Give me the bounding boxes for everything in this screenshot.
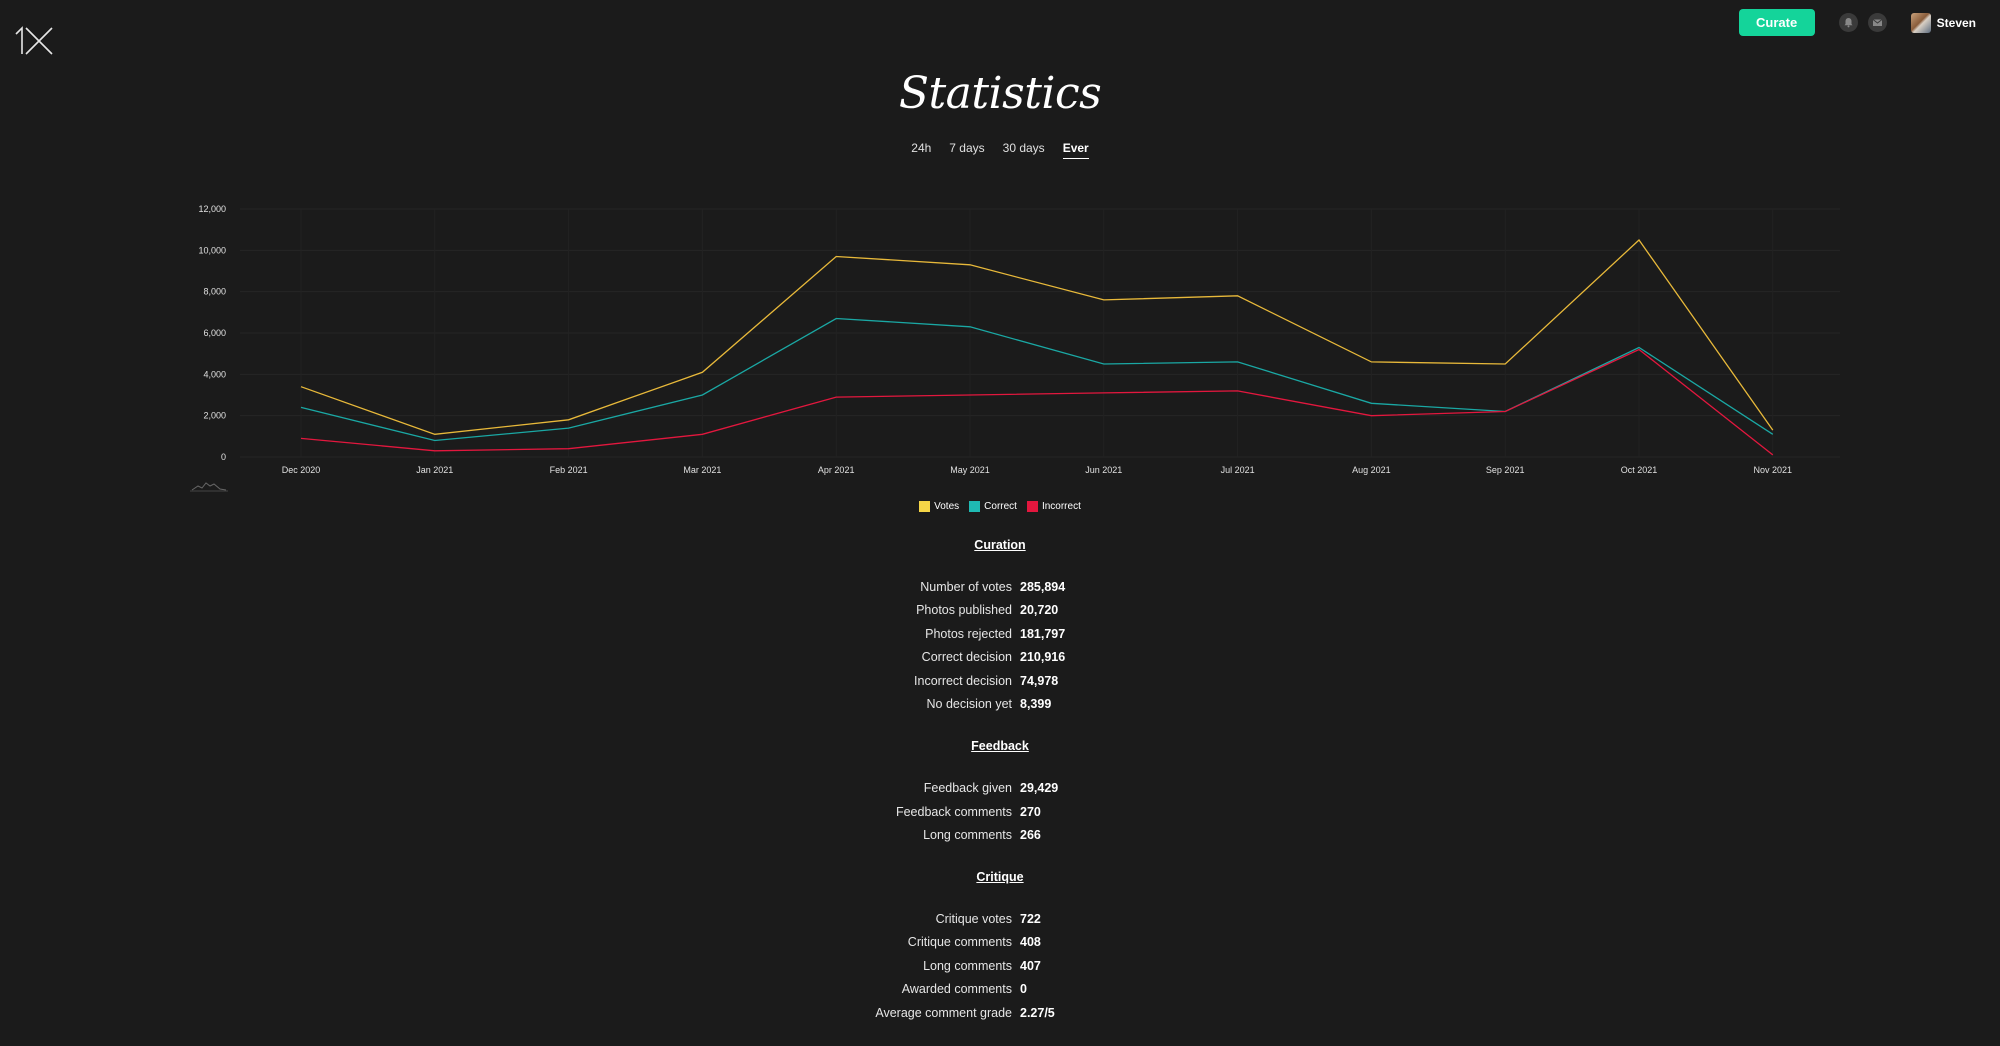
stat-label: No decision yet <box>926 697 1012 711</box>
x-tick-label: Dec 2020 <box>282 465 321 475</box>
stat-value: 285,894 <box>1020 580 1066 594</box>
x-tick-label: Mar 2021 <box>683 465 721 475</box>
section-title-critique[interactable]: Critique <box>976 870 1024 884</box>
x-tick-label: Aug 2021 <box>1352 465 1391 475</box>
mail-icon[interactable] <box>1867 13 1887 32</box>
section-title-curation[interactable]: Curation <box>974 538 1026 552</box>
chart-legend: Votes Correct Incorrect <box>0 501 2000 512</box>
legend-item-incorrect[interactable]: Incorrect <box>1026 501 1081 512</box>
stat-row: Long comments 407 <box>0 959 2000 977</box>
stat-value: 408 <box>1020 935 1041 949</box>
stat-value: 74,978 <box>1020 674 1059 688</box>
series-line-votes <box>300 239 1774 435</box>
stat-row: Feedback comments 270 <box>0 805 2000 823</box>
stat-value: 407 <box>1020 959 1041 973</box>
y-tick-label: 8,000 <box>203 287 226 297</box>
stat-row: No decision yet 8,399 <box>0 697 2000 715</box>
stat-row: Long comments 266 <box>0 828 2000 846</box>
stat-label: Photos rejected <box>925 627 1012 641</box>
stat-row: Awarded comments 0 <box>0 982 2000 1000</box>
stat-label: Long comments <box>923 828 1012 842</box>
stat-label: Correct decision <box>921 650 1012 664</box>
stat-label: Incorrect decision <box>914 674 1012 688</box>
stat-value: 210,916 <box>1020 650 1066 664</box>
avatar[interactable] <box>1910 12 1931 33</box>
x-tick-label: Jul 2021 <box>1221 465 1255 475</box>
stat-value: 29,429 <box>1020 781 1059 795</box>
top-bar: Curate Steven <box>1738 9 1976 36</box>
section-title-feedback[interactable]: Feedback <box>971 739 1029 753</box>
series-line-incorrect <box>300 348 1774 456</box>
page-title: Statistics <box>898 68 1102 119</box>
x-tick-label: May 2021 <box>950 465 990 475</box>
x-tick-label: Jan 2021 <box>416 465 453 475</box>
stat-label: Feedback given <box>923 781 1012 795</box>
tab-ever[interactable]: Ever <box>1062 141 1089 159</box>
stat-value: 0 <box>1020 982 1027 996</box>
stat-label: Average comment grade <box>875 1006 1012 1020</box>
y-tick-label: 4,000 <box>203 369 226 379</box>
user-menu[interactable]: Steven <box>1910 12 1976 33</box>
stat-value: 270 <box>1020 805 1041 819</box>
stat-row: Photos rejected 181,797 <box>0 627 2000 645</box>
stat-row: Number of votes 285,894 <box>0 580 2000 598</box>
legend-swatch-votes <box>919 501 931 512</box>
legend-item-correct[interactable]: Correct <box>969 501 1017 512</box>
user-name[interactable]: Steven <box>1936 15 1976 30</box>
stat-value: 722 <box>1020 912 1041 926</box>
stat-row: Average comment grade 2.27/5 <box>0 1006 2000 1024</box>
x-tick-label: Feb 2021 <box>550 465 588 475</box>
stat-label: Critique comments <box>907 935 1012 949</box>
tab-24h[interactable]: 24h <box>911 141 932 155</box>
tab-30-days[interactable]: 30 days <box>1002 141 1045 155</box>
legend-label-votes: Votes <box>934 501 960 512</box>
stat-row: Incorrect decision 74,978 <box>0 674 2000 692</box>
bell-icon[interactable] <box>1838 13 1858 32</box>
stat-row: Feedback given 29,429 <box>0 781 2000 799</box>
x-tick-label: Oct 2021 <box>1621 465 1658 475</box>
stat-row: Critique votes 722 <box>0 912 2000 930</box>
curate-button[interactable]: Curate <box>1738 9 1815 36</box>
series-line-correct <box>300 317 1774 442</box>
y-tick-label: 2,000 <box>203 411 226 421</box>
legend-label-correct: Correct <box>984 501 1017 512</box>
x-tick-label: Jun 2021 <box>1085 465 1122 475</box>
y-tick-label: 6,000 <box>203 328 226 338</box>
tab-7-days[interactable]: 7 days <box>949 141 985 155</box>
stat-value: 20,720 <box>1020 603 1059 617</box>
stat-row: Critique comments 408 <box>0 935 2000 953</box>
stat-label: Number of votes <box>920 580 1012 594</box>
stat-value: 2.27/5 <box>1020 1006 1055 1020</box>
stat-value: 8,399 <box>1020 697 1052 711</box>
stat-row: Correct decision 210,916 <box>0 650 2000 668</box>
legend-swatch-incorrect <box>1026 501 1038 512</box>
stat-label: Long comments <box>923 959 1012 973</box>
y-tick-label: 0 <box>221 452 226 462</box>
x-tick-label: Nov 2021 <box>1754 465 1793 475</box>
x-tick-label: Apr 2021 <box>818 465 855 475</box>
stat-label: Awarded comments <box>901 982 1012 996</box>
y-tick-label: 12,000 <box>198 204 226 214</box>
period-tabs: 24h 7 days 30 days Ever <box>0 141 2000 159</box>
legend-item-votes[interactable]: Votes <box>919 501 959 512</box>
line-chart-svg: 0 2,000 4,000 6,000 8,000 10,000 12,000 Dec 202… <box>190 204 1840 492</box>
stat-row: Photos published 20,720 <box>0 603 2000 621</box>
stat-value: 181,797 <box>1020 627 1066 641</box>
stat-label: Feedback comments <box>895 805 1012 819</box>
legend-swatch-correct <box>969 501 981 512</box>
stat-value: 266 <box>1020 828 1041 842</box>
stat-label: Photos published <box>916 603 1012 617</box>
legend-label-incorrect: Incorrect <box>1041 501 1081 512</box>
1x-logo-icon[interactable] <box>14 22 54 56</box>
stat-label: Critique votes <box>935 912 1012 926</box>
x-tick-label: Sep 2021 <box>1486 465 1525 475</box>
y-tick-label: 10,000 <box>198 245 226 255</box>
range-navigator-icon <box>191 482 227 491</box>
statistics-chart: 0 2,000 4,000 6,000 8,000 10,000 12,000 Dec 202… <box>0 0 2000 520</box>
